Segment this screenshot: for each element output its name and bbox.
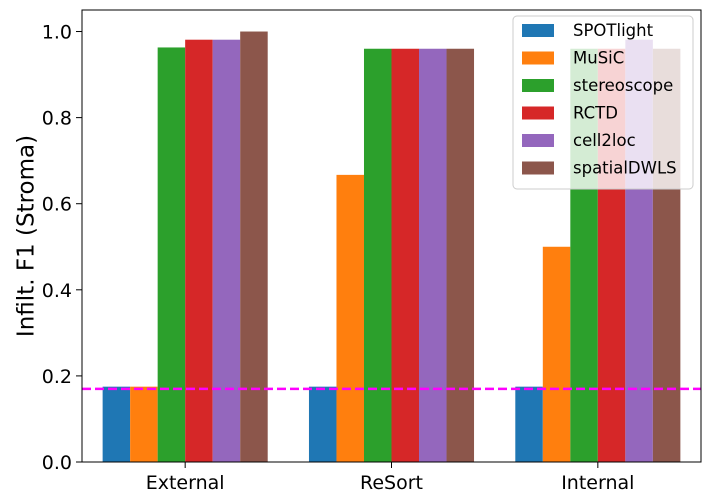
legend-label-cell2loc: cell2loc xyxy=(573,131,636,150)
legend-label-spatialdwls: spatialDWLS xyxy=(573,159,677,178)
y-tick-label: 0.0 xyxy=(42,452,72,474)
bar-stereoscope-resort xyxy=(363,48,392,462)
legend-label-rctd: RCTD xyxy=(573,104,618,123)
bar-music-external xyxy=(130,386,158,462)
y-tick-label: 0.6 xyxy=(42,194,72,216)
y-axis: 0.0 0.2 0.4 0.6 0.8 1.0 xyxy=(42,22,82,474)
legend-label-music: MuSiC xyxy=(573,49,624,68)
bar-music-internal xyxy=(542,246,571,462)
y-tick-label: 0.2 xyxy=(42,366,72,388)
legend-swatch-cell2loc xyxy=(522,134,554,147)
y-tick-label: 0.8 xyxy=(42,108,72,130)
bar-rctd-resort xyxy=(391,48,420,462)
legend-swatch-rctd xyxy=(522,106,554,120)
legend-box xyxy=(512,15,694,190)
bar-rctd-external xyxy=(185,39,213,463)
y-tick-label: 1.0 xyxy=(42,22,72,44)
legend-swatch-music xyxy=(522,51,554,65)
bar-music-resort xyxy=(336,174,364,462)
bar-cell2loc-external xyxy=(212,39,241,463)
bars-group xyxy=(102,31,681,463)
bar-cell2loc-resort xyxy=(419,48,447,462)
bar-stereoscope-external xyxy=(157,47,186,463)
legend-label-spotlight: SPOTlight xyxy=(573,21,654,40)
x-tick-label-external: External xyxy=(146,472,225,494)
bar-spatialdwls-resort xyxy=(446,48,475,462)
legend-swatch-spatialdwls xyxy=(522,161,554,175)
bar-spotlight-internal xyxy=(515,386,543,462)
y-tick-label: 0.4 xyxy=(42,280,72,302)
legend-swatch-spotlight xyxy=(522,24,554,37)
legend: SPOTlight MuSiC stereoscope RCTD cell2loc spa… xyxy=(512,15,694,190)
x-tick-label-resort: ReSort xyxy=(360,472,423,494)
bar-spotlight-external xyxy=(102,386,131,462)
y-axis-title: Infilt. F1 (Stroma) xyxy=(14,135,40,337)
x-axis: External ReSort Internal xyxy=(146,462,634,494)
legend-swatch-stereoscope xyxy=(522,79,554,92)
bar-spatialdwls-external xyxy=(240,31,268,463)
x-tick-label-internal: Internal xyxy=(561,472,634,494)
legend-label-stereoscope: stereoscope xyxy=(573,76,673,95)
bar-spotlight-resort xyxy=(308,386,337,462)
